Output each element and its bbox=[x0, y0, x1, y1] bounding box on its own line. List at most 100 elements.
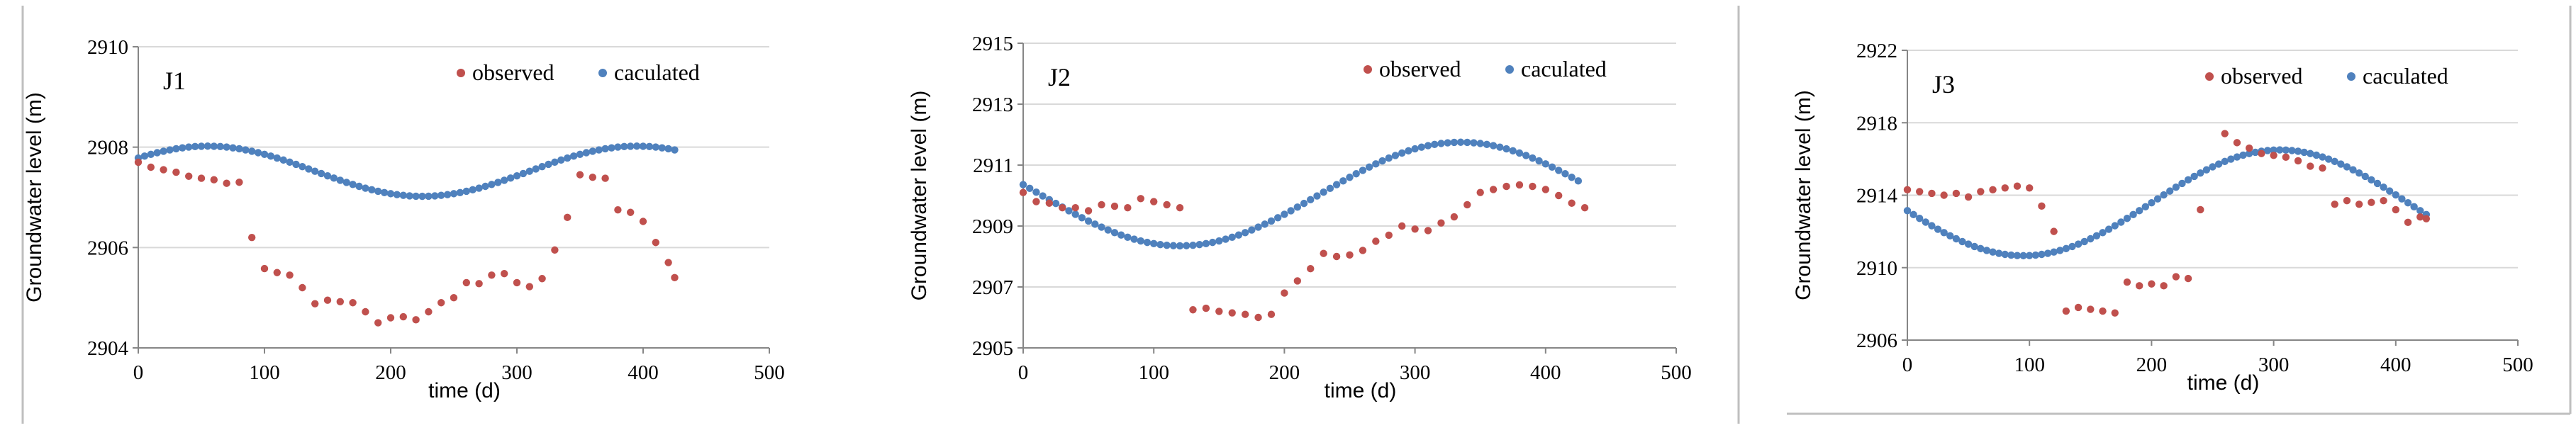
observed-point bbox=[1916, 188, 1924, 196]
y-tick-labels: 2905 2907 2909 2911 2913 2915 bbox=[972, 33, 1013, 360]
observed-point bbox=[2368, 198, 2375, 206]
x-tick-label: 400 bbox=[1530, 361, 1561, 384]
calculated-point bbox=[1522, 152, 1530, 159]
calculated-point bbox=[2031, 251, 2040, 259]
calculated-point bbox=[1176, 242, 1184, 250]
y-axis-title: Groundwater level (m) bbox=[23, 92, 46, 303]
calculated-point bbox=[2245, 150, 2253, 157]
legend-observed-label: observed bbox=[1379, 56, 1461, 81]
observed-point bbox=[1189, 306, 1197, 314]
calculated-point bbox=[1273, 214, 1282, 222]
observed-point bbox=[2123, 278, 2131, 286]
calculated-point bbox=[260, 150, 269, 159]
calculated-point bbox=[2343, 163, 2351, 171]
observed-point bbox=[1176, 204, 1184, 212]
observed-point bbox=[1228, 309, 1236, 317]
observed-point bbox=[1940, 191, 1948, 199]
observed-point bbox=[1071, 204, 1079, 212]
observed-point bbox=[2001, 184, 2009, 192]
calculated-point bbox=[1208, 238, 1217, 247]
observed-point bbox=[2087, 305, 2095, 313]
observed-point bbox=[475, 280, 483, 288]
observed-point bbox=[210, 176, 218, 184]
calculated-point bbox=[1970, 242, 1978, 251]
calculated-point bbox=[1098, 223, 1105, 231]
y-tick-label: 2904 bbox=[87, 337, 129, 360]
observed-point bbox=[2245, 144, 2253, 152]
calculated-point bbox=[311, 167, 319, 175]
calculated-point bbox=[2197, 169, 2204, 177]
calculated-point bbox=[191, 142, 199, 151]
observed-point bbox=[2184, 274, 2192, 283]
legend-calculated-label: caculated bbox=[2363, 63, 2448, 89]
calculated-point bbox=[2123, 215, 2131, 222]
observed-point bbox=[2111, 309, 2119, 317]
panel-label: J3 bbox=[1932, 70, 1955, 98]
observed-point bbox=[664, 259, 672, 266]
calculated-point bbox=[450, 190, 458, 198]
y-tick-labels: 2904 2906 2908 2910 bbox=[87, 36, 129, 360]
observed-point bbox=[513, 278, 521, 287]
calculated-point bbox=[2392, 191, 2399, 199]
calculated-point bbox=[462, 187, 470, 196]
observed-point bbox=[1254, 313, 1262, 322]
calculated-point bbox=[2135, 207, 2143, 215]
calculated-point bbox=[1293, 203, 1302, 211]
calculated-point bbox=[2104, 225, 2113, 233]
observed-point bbox=[2160, 282, 2168, 290]
calculated-point bbox=[595, 146, 603, 154]
observed-point bbox=[386, 314, 395, 322]
calculated-point bbox=[2263, 147, 2272, 154]
calculated-point bbox=[639, 142, 647, 150]
observed-point bbox=[564, 213, 571, 222]
observed-point bbox=[160, 166, 167, 174]
calculated-point bbox=[1995, 249, 2003, 257]
calculated-point bbox=[2361, 172, 2369, 181]
calculated-point bbox=[2209, 163, 2217, 171]
calculated-point bbox=[1359, 167, 1367, 174]
x-tick-labels: 0 100 200 300 400 500 bbox=[133, 361, 785, 384]
calculated-point bbox=[1476, 140, 1484, 147]
observed-point bbox=[2270, 152, 2277, 159]
observed-point bbox=[311, 300, 319, 308]
y-tick-label: 2915 bbox=[972, 33, 1013, 55]
observed-point bbox=[2099, 307, 2107, 315]
calculated-point bbox=[532, 165, 540, 173]
calculated-point bbox=[2141, 203, 2149, 211]
observed-point bbox=[1424, 227, 1432, 235]
calculated-point bbox=[1509, 147, 1517, 155]
calculated-point bbox=[1104, 226, 1112, 234]
y-tick-label: 2906 bbox=[1856, 329, 1897, 352]
observed-point bbox=[1989, 186, 1997, 194]
observed-point bbox=[2331, 201, 2338, 208]
calculated-point bbox=[614, 143, 622, 151]
observed-point bbox=[2282, 153, 2290, 162]
observed-point bbox=[1124, 204, 1132, 212]
calculated-point bbox=[1300, 199, 1308, 208]
calculated-point bbox=[399, 191, 407, 199]
calculated-point bbox=[412, 192, 420, 201]
observed-point bbox=[2422, 215, 2431, 222]
calculated-point bbox=[2239, 151, 2247, 159]
observed-point bbox=[488, 271, 496, 279]
y-tick-label: 2910 bbox=[87, 36, 128, 59]
calculated-point bbox=[569, 152, 578, 160]
x-tick-label: 500 bbox=[754, 361, 785, 384]
calculated-point bbox=[469, 186, 476, 194]
x-tick-label: 400 bbox=[2380, 354, 2411, 376]
calculated-point bbox=[2172, 184, 2180, 191]
x-tick-label: 200 bbox=[375, 361, 406, 384]
calculated-point bbox=[2117, 218, 2125, 226]
y-tick-label: 2918 bbox=[1856, 112, 1897, 135]
observed-point bbox=[538, 275, 546, 283]
observed-point bbox=[260, 264, 269, 273]
axes bbox=[1902, 50, 2519, 346]
calculated-point bbox=[538, 162, 546, 171]
observed-point bbox=[525, 283, 533, 290]
calculated-point bbox=[330, 174, 338, 182]
calculated-point bbox=[2087, 235, 2095, 243]
calculated-point bbox=[557, 156, 565, 164]
calculated-point bbox=[632, 142, 641, 150]
observed-point bbox=[1580, 204, 1589, 212]
